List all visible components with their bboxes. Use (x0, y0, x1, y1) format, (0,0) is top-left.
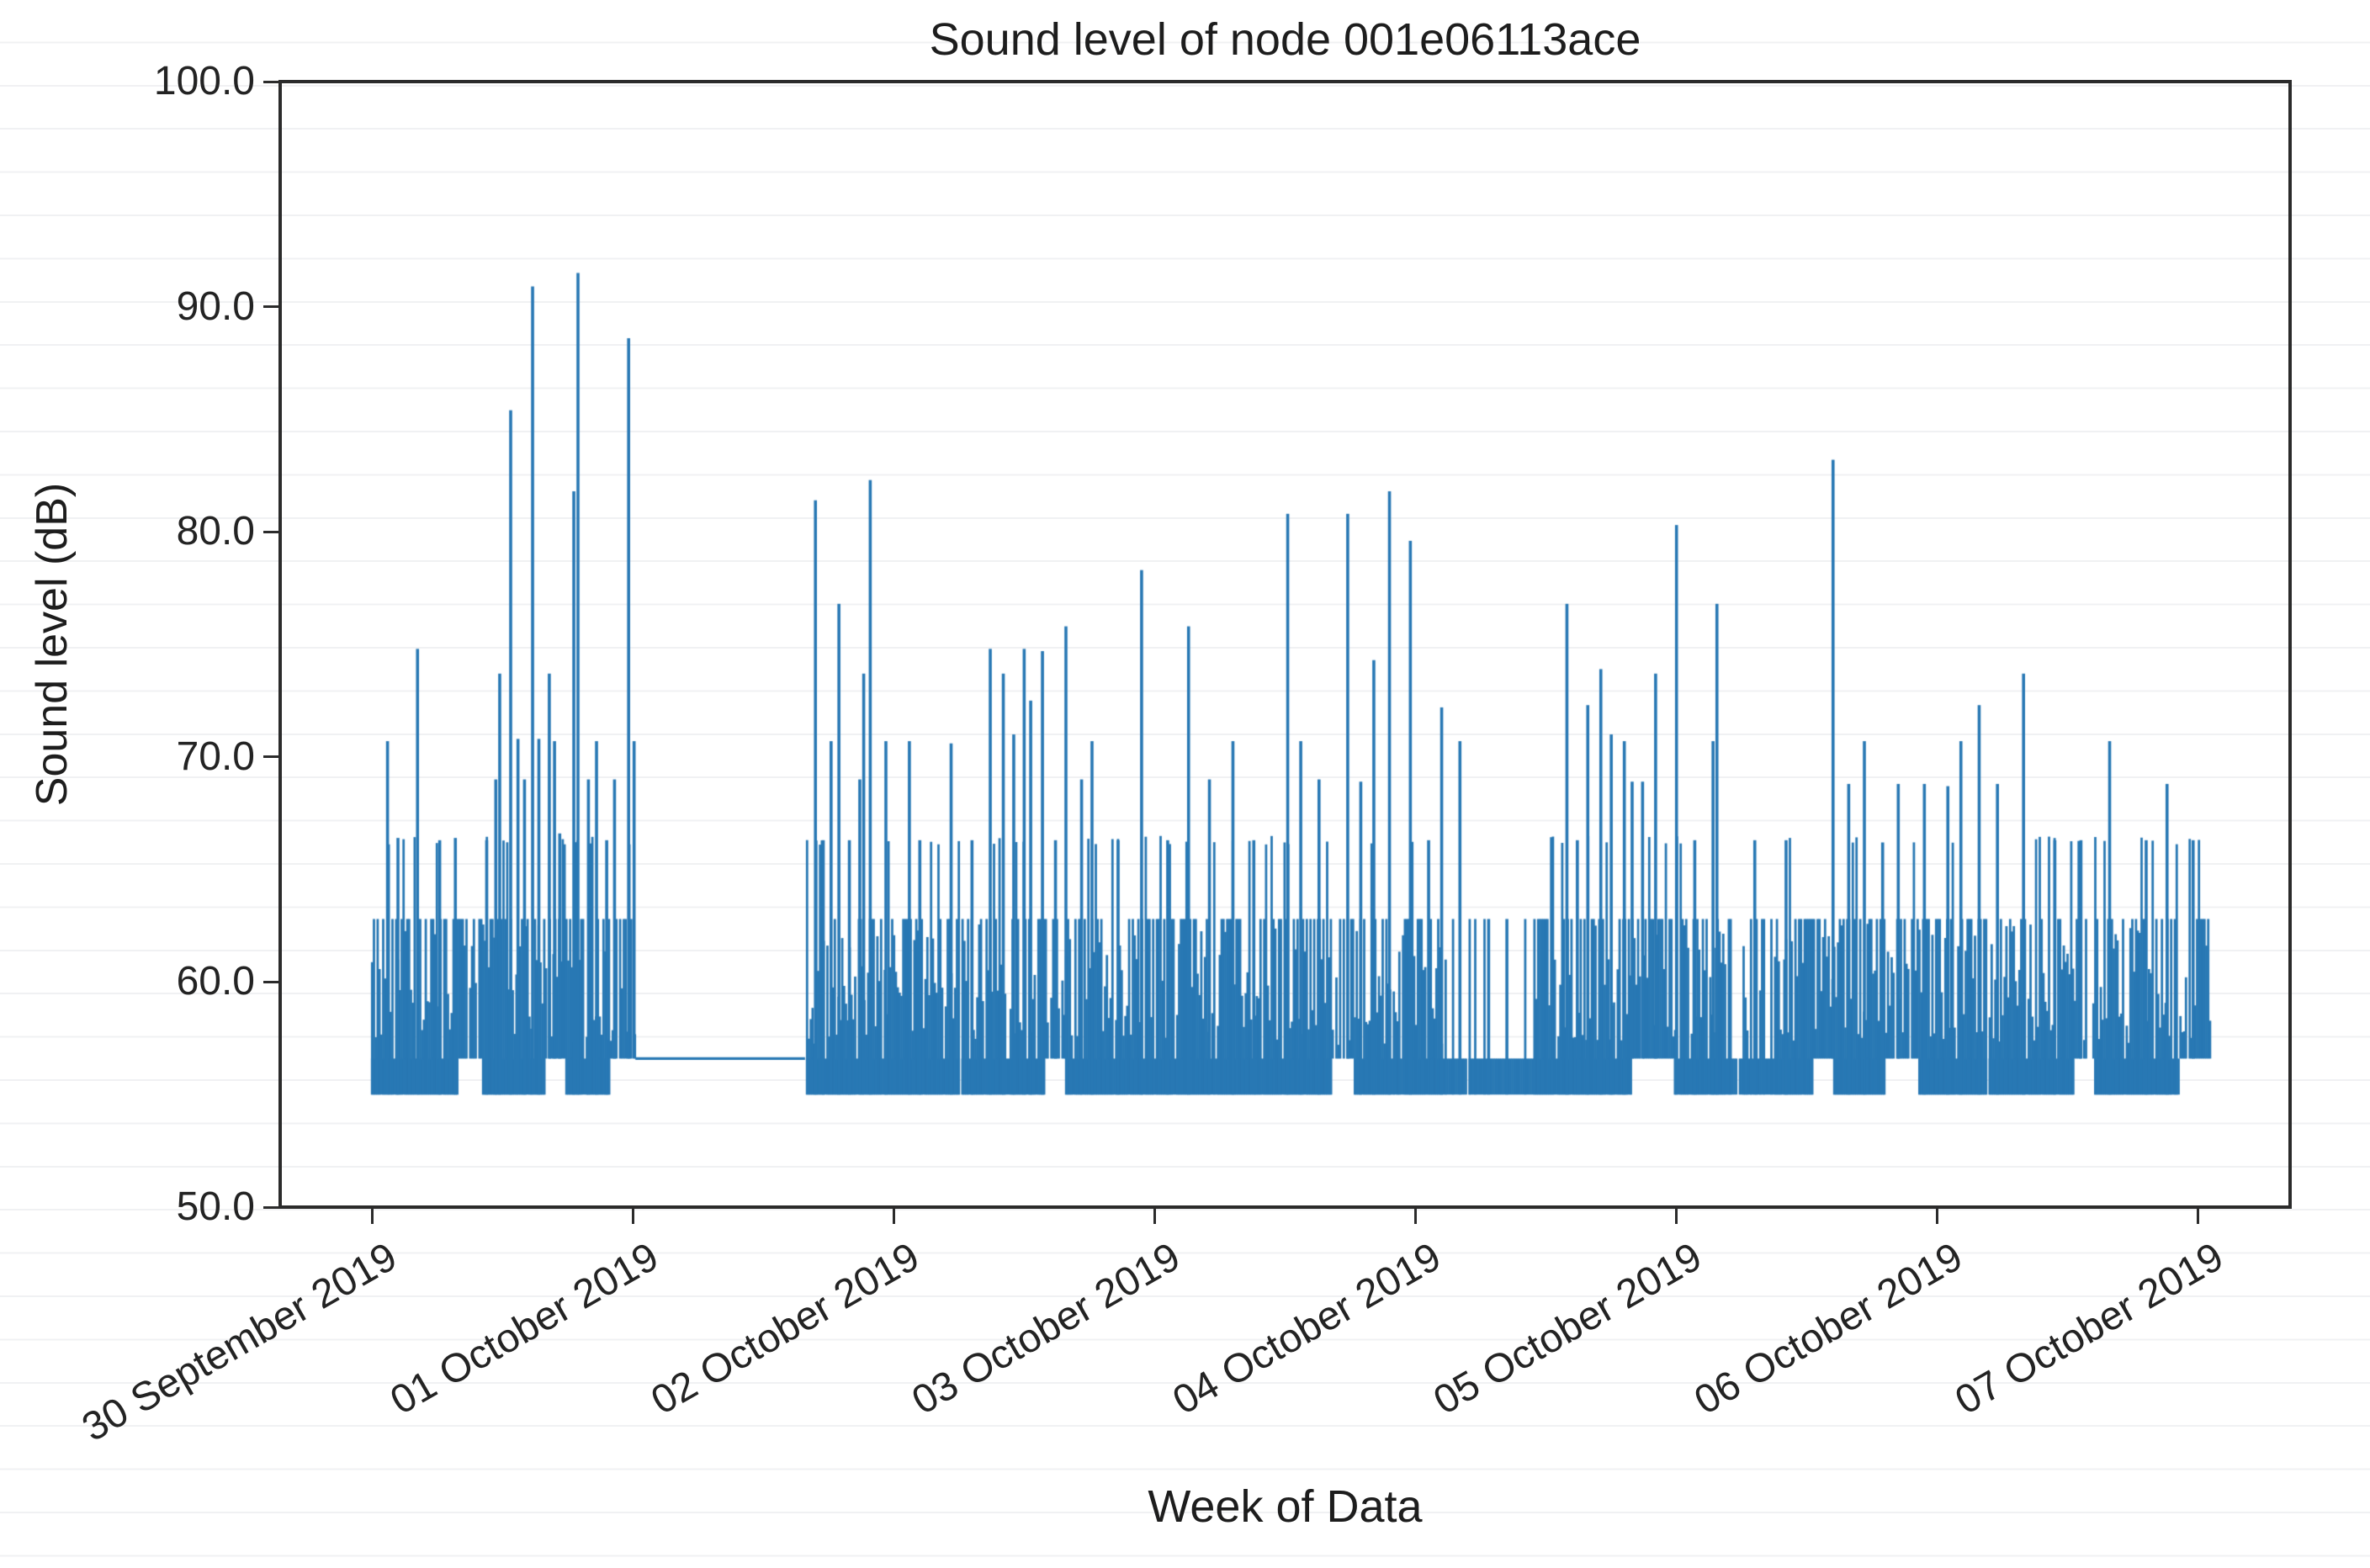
x-tick-mark (1414, 1207, 1418, 1224)
y-tick-mark (263, 305, 280, 309)
x-tick-mark (370, 1207, 374, 1224)
x-tick-label: 03 October 2019 (904, 1234, 1188, 1424)
plot-frame (278, 80, 2292, 1209)
x-tick-mark (2197, 1207, 2200, 1224)
y-tick-mark (263, 1205, 280, 1209)
y-tick-mark (263, 530, 280, 533)
chart-canvas (280, 82, 2290, 1207)
y-tick-label: 70.0 (176, 734, 255, 779)
x-tick-label: 04 October 2019 (1165, 1234, 1449, 1424)
x-tick-mark (1153, 1207, 1156, 1224)
x-tick-mark (1936, 1207, 1939, 1224)
x-tick-label: 06 October 2019 (1687, 1234, 1970, 1424)
x-tick-mark (892, 1207, 895, 1224)
x-tick-mark (1675, 1207, 1678, 1224)
chart-title: Sound level of node 001e06113ace (929, 14, 1641, 65)
y-axis-label: Sound level (dB) (28, 482, 77, 807)
y-tick-mark (263, 80, 280, 83)
y-tick-label: 50.0 (176, 1184, 255, 1229)
x-axis-label: Week of Data (1148, 1481, 1423, 1532)
x-tick-label: 05 October 2019 (1426, 1234, 1710, 1424)
y-tick-mark (263, 755, 280, 759)
x-tick-mark (631, 1207, 634, 1224)
y-tick-label: 100.0 (153, 59, 255, 103)
y-tick-label: 80.0 (176, 509, 255, 554)
x-tick-label: 30 September 2019 (75, 1234, 405, 1451)
x-tick-label: 07 October 2019 (1948, 1234, 2231, 1424)
y-tick-mark (263, 980, 280, 983)
y-tick-label: 60.0 (176, 959, 255, 1004)
x-tick-label: 02 October 2019 (644, 1234, 927, 1424)
y-tick-label: 90.0 (176, 283, 255, 329)
x-tick-label: 01 October 2019 (382, 1234, 666, 1424)
